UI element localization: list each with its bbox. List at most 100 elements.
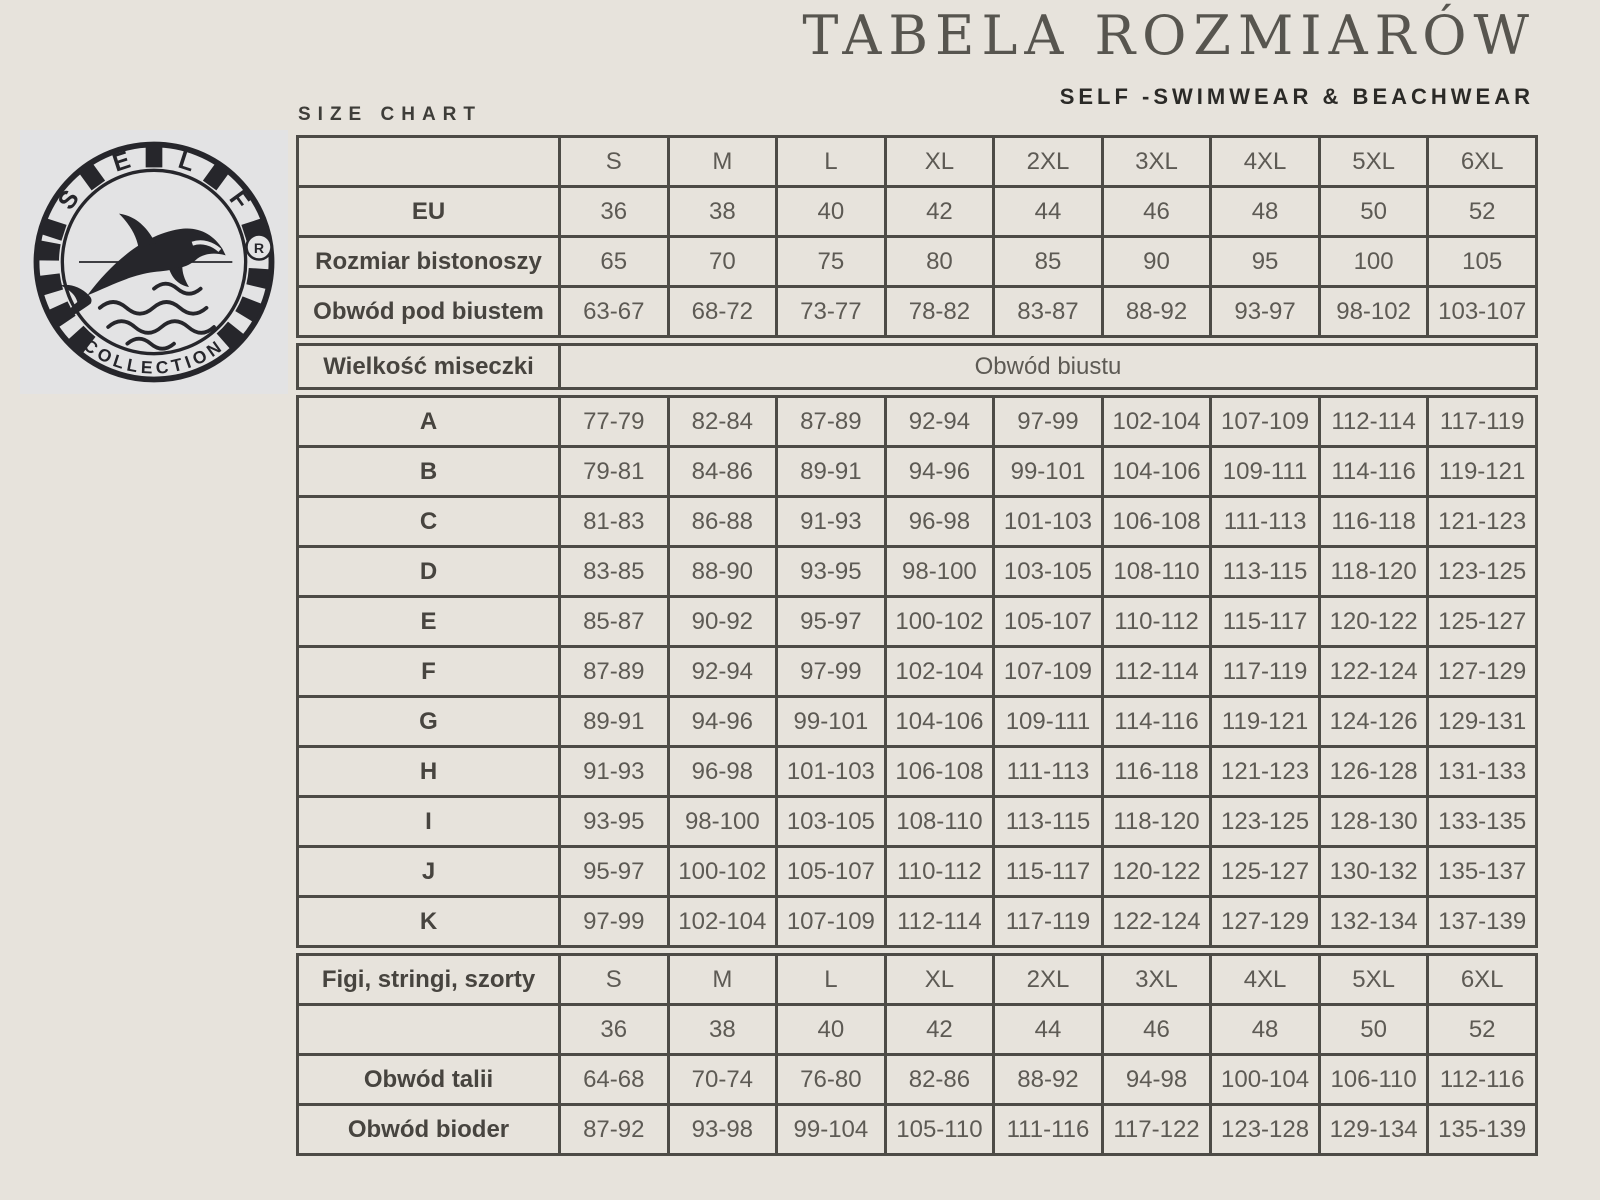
table-row: F 87-89 92-94 97-99 102-104 107-109 112-114 117… [296,645,1538,698]
size-cell: 52 [1426,185,1538,238]
size-cell: 5XL [1317,953,1430,1006]
size-cell: 112-116 [1426,1053,1538,1106]
size-cell: 48 [1209,185,1321,238]
size-cell: 105-110 [883,1103,996,1156]
table-row: K 97-99 102-104 107-109 112-114 117-119 122-12… [296,895,1538,948]
size-cell: 100 [1317,235,1430,288]
size-cell: 95 [1209,235,1321,288]
size-cell: M [666,953,779,1006]
row-label: J [296,845,561,898]
merged-span-cell: Obwód biustu [558,343,1538,390]
size-cell: 132-134 [1317,895,1430,948]
table-bottoms-sizes: Figi, stringi, szorty S M L XL 2XL 3XL 4XL 5XL 6X… [296,953,1538,1156]
svg-text:R: R [254,241,264,257]
size-cell: 122-124 [1100,895,1213,948]
size-cell: 92-94 [666,645,779,698]
size-cell: 50 [1317,1003,1430,1056]
size-cell: 94-96 [666,695,779,748]
size-cell: 117-119 [1426,395,1538,448]
size-cell: 97-99 [558,895,670,948]
size-cell: 65 [558,235,670,288]
table-bras-sizes: S M L XL 2XL 3XL 4XL 5XL 6XL EU 36 38 40 42 44 46 48 50 52… [296,135,1538,338]
size-cell: 79-81 [558,445,670,498]
size-cell: 131-133 [1426,745,1538,798]
size-cell: 93-98 [666,1103,779,1156]
row-label: B [296,445,561,498]
size-cell: 130-132 [1317,845,1430,898]
size-cell: 137-139 [1426,895,1538,948]
size-cell: 99-104 [775,1103,887,1156]
size-cell: 92-94 [883,395,996,448]
size-cell: 63-67 [558,285,670,338]
row-label: A [296,395,561,448]
size-cell: 117-119 [992,895,1104,948]
size-cell: 4XL [1209,135,1321,188]
size-cell: 113-115 [992,795,1104,848]
size-cell: 121-123 [1426,495,1538,548]
size-cell: S [558,953,670,1006]
size-cell: 89-91 [558,695,670,748]
size-cell: 127-129 [1426,645,1538,698]
waves-icon [97,281,216,351]
size-cell: 98-100 [666,795,779,848]
size-tables: S M L XL 2XL 3XL 4XL 5XL 6XL EU 36 38 40 42 44 46 48 50 52… [296,135,1538,1156]
size-cell: 89-91 [775,445,887,498]
row-label: D [296,545,561,598]
size-cell: 50 [1317,185,1430,238]
size-cell: 106-108 [1100,495,1213,548]
size-cell: 107-109 [775,895,887,948]
size-cell: 70-74 [666,1053,779,1106]
table-row: D 83-85 88-90 93-95 98-100 103-105 108-110 113-… [296,545,1538,598]
size-cell: 120-122 [1317,595,1430,648]
table-row: G 89-91 94-96 99-101 104-106 109-111 114-116 11… [296,695,1538,748]
row-label: G [296,695,561,748]
size-cell: L [775,135,887,188]
size-cell: 103-105 [992,545,1104,598]
size-cell: 82-86 [883,1053,996,1106]
row-label: H [296,745,561,798]
table-row: Obwód talii 64-68 70-74 76-80 82-86 88-92 94-9… [296,1053,1538,1106]
table-row: Figi, stringi, szorty S M L XL 2XL 3XL 4XL 5XL 6X… [296,953,1538,1006]
size-cell: 118-120 [1100,795,1213,848]
logo-collection-text: COLLECTION [80,335,228,378]
size-cell: 96-98 [883,495,996,548]
table-row: Obwód bioder 87-92 93-98 99-104 105-110 111-1… [296,1103,1538,1156]
size-cell: 124-126 [1317,695,1430,748]
logo-outer-ring [33,141,275,383]
size-cell: 2XL [992,135,1104,188]
size-cell: 126-128 [1317,745,1430,798]
size-cell: 70 [666,235,779,288]
row-label: K [296,895,561,948]
size-cell: 83-85 [558,545,670,598]
size-cell: 112-114 [883,895,996,948]
size-cell: 103-107 [1426,285,1538,338]
size-cell: 125-127 [1426,595,1538,648]
size-cell: 6XL [1426,953,1538,1006]
table-row: 36 38 40 42 44 46 48 50 52 [296,1003,1538,1056]
size-cell: 95-97 [775,595,887,648]
size-cell: 83-87 [992,285,1104,338]
size-cell: 107-109 [992,645,1104,698]
size-cell: 76-80 [775,1053,887,1106]
registered-trademark-icon: R [245,233,273,261]
size-cell: 105 [1426,235,1538,288]
row-label: EU [296,185,561,238]
size-cell: 40 [775,1003,887,1056]
row-label: E [296,595,561,648]
size-cell: 114-116 [1100,695,1213,748]
size-cell: 100-102 [666,845,779,898]
table-cup-header: Wielkość miseczki Obwód biustu [296,343,1538,390]
size-cell: 85-87 [558,595,670,648]
size-cell: 135-139 [1426,1103,1538,1156]
size-cell: 103-105 [775,795,887,848]
size-cell: 100-102 [883,595,996,648]
size-cell: 123-125 [1209,795,1321,848]
row-label [296,135,561,188]
row-label: I [296,795,561,848]
size-cell: 115-117 [1209,595,1321,648]
size-cell: 84-86 [666,445,779,498]
size-cell: 120-122 [1100,845,1213,898]
size-cell: 40 [775,185,887,238]
row-label: Figi, stringi, szorty [296,953,561,1006]
size-cell: 114-116 [1317,445,1430,498]
